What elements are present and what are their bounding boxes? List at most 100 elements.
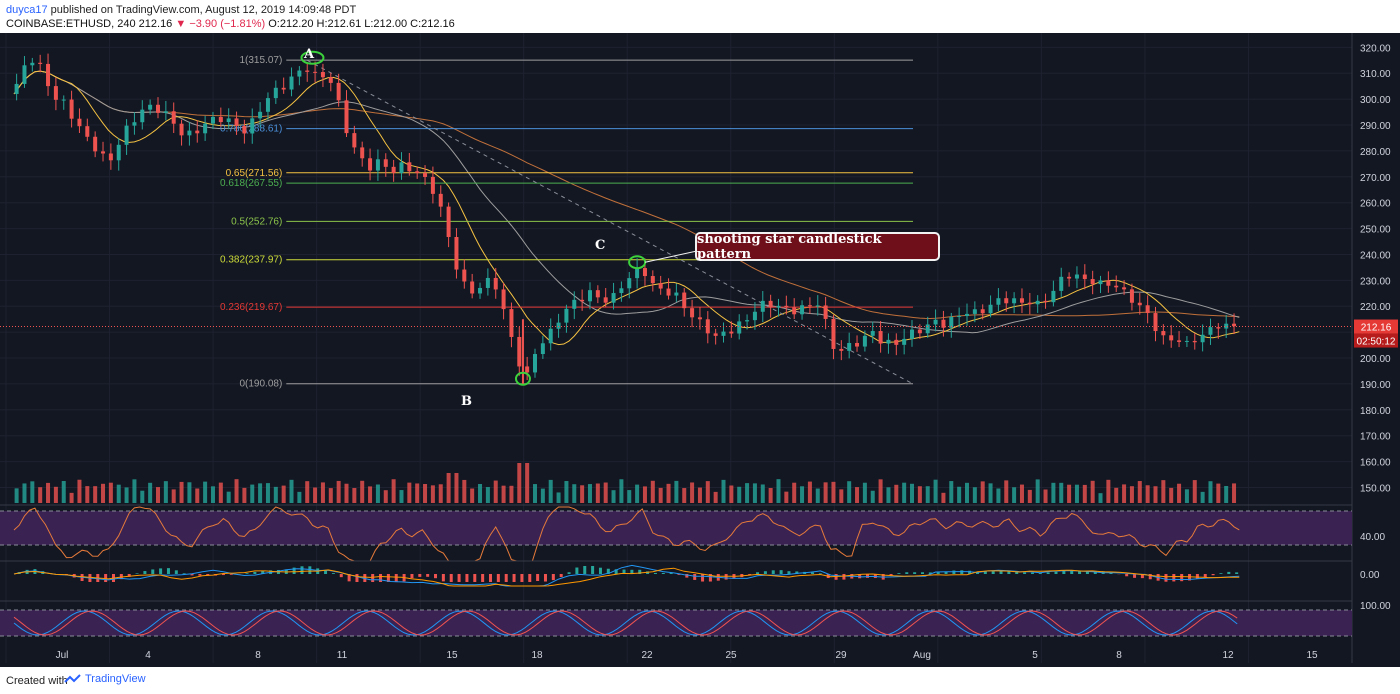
chart-header: duyca17 published on TradingView.com, Au… [0, 0, 1400, 33]
chart-canvas[interactable]: 320.00310.00300.00290.00280.00270.00260.… [0, 33, 1400, 667]
volume-bar [1012, 487, 1017, 503]
volume-bar [1216, 483, 1221, 503]
macd-bar [1030, 572, 1034, 574]
x-tick-label: 5 [1032, 650, 1038, 661]
volume-bar [195, 488, 200, 503]
macd-bar [331, 573, 335, 574]
candle-body [941, 319, 946, 328]
x-tick-label: 22 [641, 650, 653, 661]
price-chart[interactable]: 320.00 310.00 300.00 290.00 280.00 270.00 260.… [0, 33, 1400, 667]
candle-body [1200, 334, 1205, 343]
x-tick-label: 8 [1116, 650, 1122, 661]
candle-body [587, 290, 592, 302]
y-tick-label: 160.00 [1360, 458, 1391, 469]
ohlc-values: O:212.20 H:212.61 L:212.00 C:212.16 [268, 18, 455, 30]
candle-body [572, 299, 577, 309]
macd-bar [1085, 571, 1089, 574]
macd-bar [1148, 574, 1152, 580]
created-with-text: Created with [6, 675, 68, 687]
candle-body [635, 268, 640, 279]
candle-body [886, 339, 891, 344]
candle-body [69, 99, 74, 119]
candle-body [1232, 323, 1237, 327]
volume-bar [61, 480, 66, 503]
down-arrow-icon: ▼ [175, 18, 187, 30]
volume-bar [792, 482, 797, 503]
macd-bar [591, 566, 595, 574]
volume-bar [38, 487, 43, 503]
macd-bar [693, 574, 697, 580]
volume-bar [674, 480, 679, 503]
volume-bar [210, 486, 215, 503]
stoch-k-line [13, 610, 1238, 636]
candle-body [258, 111, 263, 119]
macd-bar [1235, 572, 1239, 574]
x-tick-label: 12 [1222, 650, 1234, 661]
volume-bar [1067, 484, 1072, 503]
candle-body [972, 309, 977, 314]
macd-bar [449, 574, 453, 582]
candle-body [108, 153, 113, 161]
candle-body [328, 77, 333, 83]
candle-body [77, 118, 82, 127]
candle-body [1019, 298, 1024, 303]
macd-bar [143, 571, 147, 574]
macd-bar [339, 574, 343, 578]
volume-bar [1106, 479, 1111, 503]
macd-bar [551, 574, 555, 581]
candle-body [38, 62, 43, 64]
candle-body [807, 305, 812, 307]
macd-bar [1038, 572, 1042, 574]
macd-bar [811, 572, 815, 574]
volume-bar [627, 490, 632, 503]
candle-body [642, 268, 647, 277]
volume-bar [1153, 486, 1158, 503]
volume-bar [344, 483, 349, 503]
candle-body [674, 292, 679, 296]
volume-bar [1129, 486, 1134, 503]
candle-body [297, 70, 302, 77]
macd-bar [614, 569, 618, 574]
macd-bar [944, 571, 948, 574]
candle-body [509, 309, 514, 337]
candle-body [1059, 276, 1064, 291]
volume-bar [250, 484, 255, 503]
macd-bar [661, 572, 665, 574]
volume-bar [368, 486, 373, 503]
candle-body [784, 305, 789, 308]
candle-body [957, 316, 962, 318]
candle-body [1035, 300, 1040, 305]
candle-body [595, 290, 600, 298]
tradingview-logo[interactable]: TradingView [64, 673, 146, 685]
published-text: published on TradingView.com, August 12,… [50, 4, 357, 16]
tradingview-icon [64, 674, 81, 683]
candle-body [485, 277, 490, 288]
volume-bar [360, 480, 365, 503]
volume-bar [336, 480, 341, 503]
candle-body [525, 366, 530, 373]
volume-bar [93, 486, 98, 503]
macd-bar [866, 574, 870, 578]
volume-bar [682, 488, 687, 503]
candle-body [690, 308, 695, 318]
macd-bar [920, 572, 924, 574]
candle-body [1129, 289, 1134, 303]
volume-bar [517, 463, 522, 503]
volume-bar [501, 485, 506, 503]
macd-bar [379, 574, 383, 582]
candle-body [446, 206, 451, 237]
candle-body [980, 309, 985, 314]
candle-body [619, 288, 624, 294]
price-change: −3.90 (−1.81%) [189, 18, 266, 30]
volume-bar [1177, 483, 1182, 503]
candle-body [580, 299, 585, 302]
candle-body [996, 298, 1001, 305]
volume-bar [101, 483, 106, 503]
candle-body [737, 321, 742, 334]
author-link[interactable]: duyca17 [6, 4, 48, 16]
macd-bar [198, 574, 202, 576]
volume-bar [1232, 483, 1237, 503]
candle-body [1043, 300, 1048, 303]
volume-bar [124, 487, 129, 503]
rsi-band [0, 511, 1352, 545]
